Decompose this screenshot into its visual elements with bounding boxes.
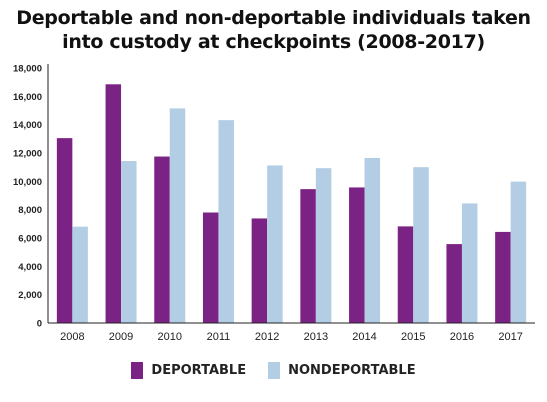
y-tick-label: 16,000 xyxy=(13,92,42,103)
bar-nondeportable-2011 xyxy=(218,120,234,323)
y-tick-label: 18,000 xyxy=(13,64,42,75)
x-tick-label: 2011 xyxy=(207,331,231,343)
legend-label-nondeportable: NONDEPORTABLE xyxy=(288,363,416,378)
y-tick-label: 6,000 xyxy=(18,234,42,245)
bar-nondeportable-2016 xyxy=(461,203,478,323)
bar-nondeportable-2009 xyxy=(121,161,137,323)
y-tick-label: 8,000 xyxy=(18,205,42,216)
y-tick-label: 14,000 xyxy=(13,120,42,131)
x-tick-label: 2013 xyxy=(304,331,328,343)
bar-deportable-2010 xyxy=(154,156,170,323)
bar-deportable-2017 xyxy=(495,231,511,323)
y-tick-label: 10,000 xyxy=(13,177,42,188)
bar-nondeportable-2017 xyxy=(510,181,527,323)
legend-item-deportable: DEPORTABLE xyxy=(131,362,246,379)
x-tick-label: 2010 xyxy=(158,331,182,343)
y-tick-label: 2,000 xyxy=(18,290,42,301)
bar-nondeportable-2010 xyxy=(169,108,186,323)
bar-nondeportable-2014 xyxy=(364,157,381,323)
bar-deportable-2011 xyxy=(202,212,219,323)
legend-item-nondeportable: NONDEPORTABLE xyxy=(268,362,416,379)
legend-swatch-deportable xyxy=(131,362,144,379)
bar-deportable-2013 xyxy=(300,189,316,323)
bar-nondeportable-2012 xyxy=(267,165,283,323)
x-tick-label: 2008 xyxy=(60,331,84,343)
bar-nondeportable-2015 xyxy=(413,167,429,323)
bar-nondeportable-2008 xyxy=(72,226,88,323)
chart-title-line-2: into custody at checkpoints (2008-2017) xyxy=(62,31,485,53)
y-tick-label: 12,000 xyxy=(13,149,42,160)
y-tick-label: 4,000 xyxy=(18,262,42,273)
bar-deportable-2016 xyxy=(446,244,462,323)
legend-label-deportable: DEPORTABLE xyxy=(151,363,247,378)
bar-deportable-2015 xyxy=(397,226,414,323)
chart-title-line-1: Deportable and non-deportable individual… xyxy=(16,7,531,29)
chart-title: Deportable and non-deportable individual… xyxy=(0,6,547,54)
x-tick-label: 2012 xyxy=(255,331,279,343)
x-tick-label: 2017 xyxy=(498,331,522,343)
bar-deportable-2012 xyxy=(251,218,268,323)
x-tick-label: 2016 xyxy=(450,331,474,343)
x-tick-label: 2015 xyxy=(401,331,425,343)
x-tick-label: 2014 xyxy=(352,331,376,343)
legend: DEPORTABLE NONDEPORTABLE xyxy=(0,362,547,379)
bar-deportable-2014 xyxy=(349,187,365,323)
bar-deportable-2009 xyxy=(105,84,122,324)
y-tick-label: 0 xyxy=(37,319,42,330)
bar-deportable-2008 xyxy=(56,138,73,323)
bar-nondeportable-2013 xyxy=(315,168,332,323)
legend-swatch-nondeportable xyxy=(268,362,281,379)
x-tick-label: 2009 xyxy=(109,331,133,343)
